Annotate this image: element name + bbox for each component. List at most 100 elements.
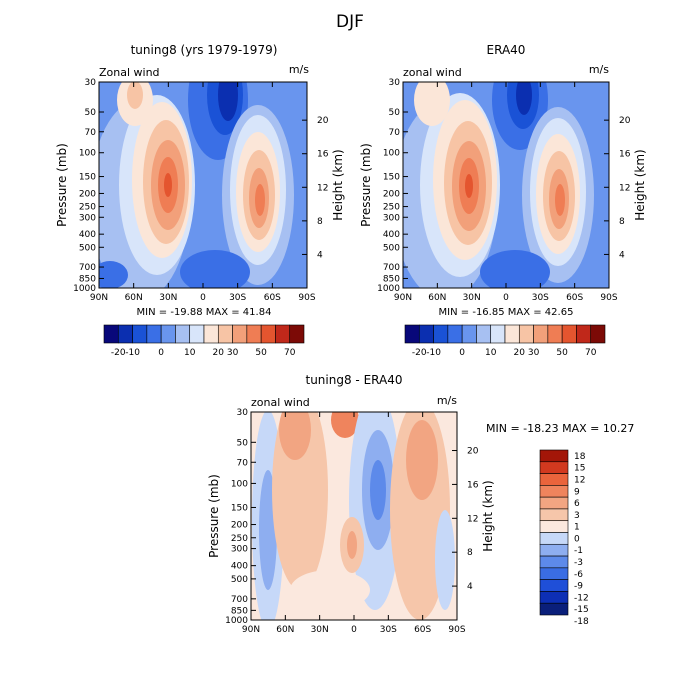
colorbar-swatch (103, 324, 119, 344)
x-tick-label: 0 (351, 625, 357, 635)
colorbar-swatch (490, 324, 506, 344)
colorbar-swatch (504, 324, 520, 344)
x-tick-label: 60N (428, 293, 446, 303)
colorbar-label: -3 (574, 558, 583, 568)
height-tick-label: 12 (317, 183, 328, 193)
colorbar-swatch (539, 461, 569, 474)
colorbar-label: 6 (574, 499, 580, 509)
y-tick-label: 500 (231, 575, 248, 585)
y-tick-label: 50 (389, 108, 401, 118)
colorbar-label: -15 (574, 605, 589, 615)
colorbar-swatch (418, 324, 434, 344)
x-tick-label: 60N (276, 625, 294, 635)
x-tick-label: 60S (566, 293, 583, 303)
colorbar-label: -12 (574, 593, 589, 603)
y-axis-title: Pressure (mb) (359, 143, 373, 227)
y-tick-label: 400 (79, 230, 96, 240)
height-tick-label: 4 (317, 250, 323, 260)
colorbar-label: 30 (528, 348, 540, 358)
height-tick-label: 8 (467, 548, 473, 558)
panel-era40: ERA40 zonal wind m/s (402, 43, 610, 289)
y-tick-label: 250 (383, 203, 400, 213)
colorbar-swatch (117, 324, 133, 344)
height-tick-label: 8 (619, 217, 625, 227)
y-tick-label: 30 (237, 408, 249, 418)
colorbar-swatch (539, 567, 569, 580)
colorbar-swatch (547, 324, 563, 344)
colorbar-swatch (590, 324, 606, 344)
y-axis-right-title: Height (km) (331, 149, 345, 220)
y-tick-label: 500 (383, 243, 400, 253)
y-axis-title: Pressure (mb) (207, 474, 221, 558)
colorbar-label: -6 (574, 570, 583, 580)
y-tick-label: 70 (85, 128, 97, 138)
y-tick-label: 300 (79, 213, 96, 223)
x-tick-label: 30S (380, 625, 397, 635)
y-tick-label: 850 (383, 274, 400, 284)
colorbar-swatch (189, 324, 205, 344)
x-tick-label: 90N (394, 293, 412, 303)
stats-label: MIN = -19.88 MAX = 41.84 (137, 307, 272, 318)
x-tick-label: 90S (600, 293, 617, 303)
y-tick-label: 200 (383, 189, 400, 199)
colorbar-label: -20 (111, 348, 126, 358)
colorbar-swatch (289, 324, 305, 344)
y-tick-label: 50 (85, 108, 97, 118)
y-tick-label: 200 (79, 189, 96, 199)
height-tick-label: 20 (619, 116, 631, 126)
units-label: m/s (289, 63, 309, 76)
panel-title: tuning8 - ERA40 (306, 373, 403, 387)
panel-title: tuning8 (yrs 1979-1979) (131, 43, 278, 57)
colorbar-label: 20 (514, 348, 526, 358)
y-tick-label: 150 (231, 503, 248, 513)
y-axis-title: Pressure (mb) (55, 143, 69, 227)
colorbar-label: 0 (574, 534, 580, 544)
colorbar-swatch (539, 532, 569, 545)
colorbar-swatch (539, 555, 569, 569)
y-tick-label: 50 (237, 438, 249, 448)
colorbar-swatch (539, 473, 569, 486)
y-tick-label: 850 (79, 274, 96, 284)
panel-subtitle: zonal wind (251, 396, 310, 409)
colorbar-swatch (539, 449, 569, 463)
colorbar-label: -20 (412, 348, 427, 358)
height-tick-label: 12 (467, 514, 478, 524)
y-axis-right-title: Height (km) (481, 480, 495, 551)
colorbar-label: 3 (574, 511, 580, 521)
y-tick-label: 70 (389, 128, 401, 138)
height-tick-label: 16 (467, 480, 479, 490)
y-tick-label: 1000 (73, 284, 96, 294)
y-tick-label: 1000 (377, 284, 400, 294)
colorbar-swatch (576, 324, 592, 344)
colorbar-label: 15 (574, 464, 585, 474)
colorbar-label: -9 (574, 582, 583, 592)
x-tick-label: 90N (242, 625, 260, 635)
axes-layer: 90N 60N 30N 0 30S 60S 90S305070100150200250300… (55, 78, 647, 635)
height-tick-label: 16 (619, 150, 631, 160)
height-tick-label: 16 (317, 150, 329, 160)
y-tick-label: 700 (79, 263, 96, 273)
colorbar-label: 10 (485, 348, 497, 358)
colorbar-label: -10 (125, 348, 140, 358)
colorbar-swatch (461, 324, 477, 344)
colorbar-label: 9 (574, 487, 580, 497)
panel-title: ERA40 (487, 43, 526, 57)
y-tick-label: 200 (231, 521, 248, 531)
colorbar-label: -10 (426, 348, 441, 358)
x-tick-label: 30S (532, 293, 549, 303)
colorbar-label: 1 (574, 523, 580, 533)
panel-model: tuning8 (yrs 1979-1979) Zonal wind m/s (98, 43, 309, 289)
y-tick-label: 100 (231, 479, 248, 489)
colorbar-swatch (539, 543, 569, 557)
colorbar-swatch (404, 324, 420, 344)
colorbar-label: 50 (556, 348, 568, 358)
colorbar-swatch (533, 324, 549, 344)
x-tick-label: 0 (503, 293, 509, 303)
y-tick-label: 400 (231, 562, 248, 572)
y-tick-label: 150 (79, 173, 96, 183)
colorbar-swatch (217, 324, 233, 344)
contour-field (99, 82, 307, 288)
units-label: m/s (589, 63, 609, 76)
